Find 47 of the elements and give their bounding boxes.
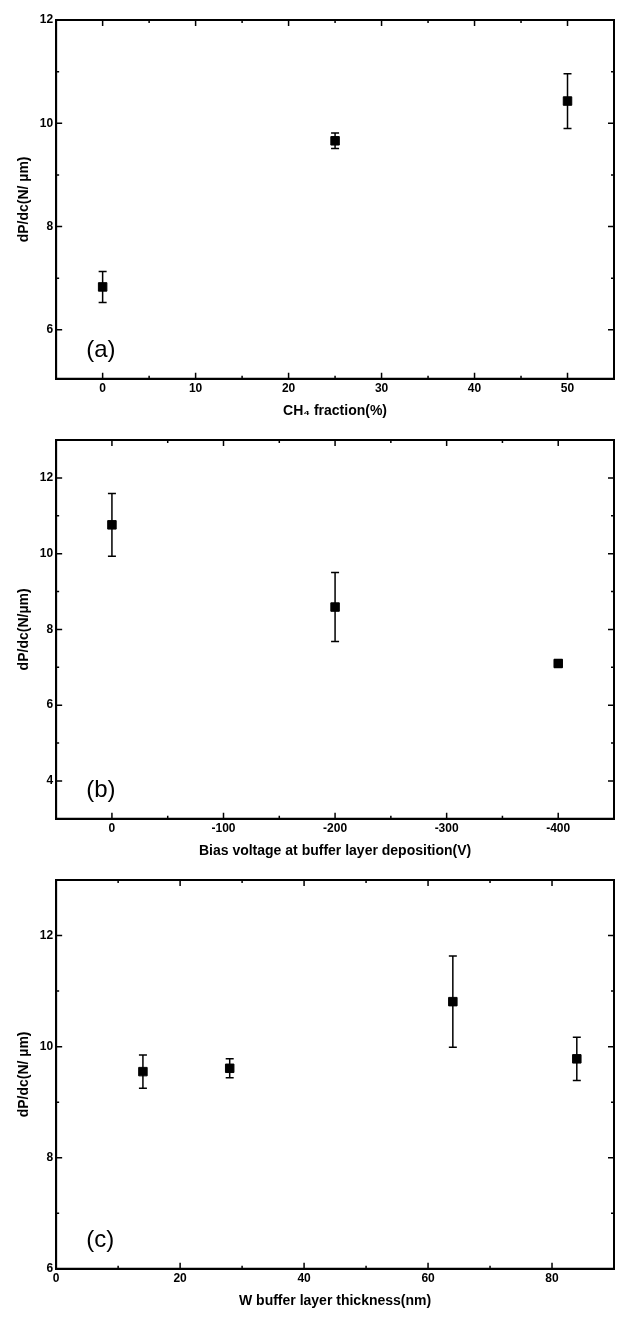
point <box>562 96 573 106</box>
point <box>138 1066 148 1077</box>
x-tick-label: 0 <box>108 821 116 836</box>
x-tick-label: 30 <box>374 381 389 396</box>
annotation: (a) <box>86 334 116 362</box>
y-tick-label: 12 <box>39 12 54 27</box>
x-tick-label: 0 <box>99 381 107 396</box>
y-tick-label: 6 <box>46 322 54 337</box>
x-axis-title: Bias voltage at buffer layer deposition(V) <box>198 842 472 859</box>
y-axis-title: dP/dc(N/µm) <box>15 588 32 671</box>
y-tick-label: 8 <box>46 218 54 233</box>
point <box>224 1063 235 1074</box>
y-tick-label: 10 <box>39 545 54 560</box>
y-tick-label: 8 <box>46 1150 54 1165</box>
x-tick-label: 60 <box>421 1271 436 1286</box>
x-tick-label: -300 <box>434 821 459 836</box>
annotation: (c) <box>86 1224 115 1252</box>
x-tick-label: 80 <box>545 1271 560 1286</box>
y-tick-label: 12 <box>39 927 54 942</box>
x-tick-label: 40 <box>297 1271 312 1286</box>
x-tick-label: 50 <box>560 381 575 396</box>
x-tick-label: -100 <box>211 821 236 836</box>
y-tick-label: 6 <box>46 697 54 712</box>
x-axis-title: CH₄ fraction(%) <box>283 402 388 419</box>
x-tick-label: 10 <box>188 381 203 396</box>
y-axis-title: dP/dc(N/ µm) <box>15 1031 32 1118</box>
x-tick-label: 0 <box>52 1271 60 1286</box>
point <box>448 996 458 1007</box>
y-axis-title: dP/dc(N/ µm) <box>15 156 32 243</box>
x-tick-label: 20 <box>281 381 296 396</box>
x-axis-title: W buffer layer thickness(nm) <box>239 1292 432 1309</box>
point <box>572 1054 582 1064</box>
annotation: (b) <box>86 774 116 802</box>
y-tick-label: 12 <box>39 470 54 485</box>
x-tick-label: 40 <box>467 381 482 396</box>
y-tick-label: 10 <box>39 115 54 130</box>
point <box>330 602 340 612</box>
point <box>107 520 117 530</box>
x-tick-label: 20 <box>173 1271 188 1286</box>
y-tick-label: 6 <box>46 1261 54 1276</box>
y-tick-label: 4 <box>46 773 54 788</box>
x-tick-label: -400 <box>546 821 571 836</box>
point <box>97 282 108 292</box>
x-tick-label: -200 <box>323 821 348 836</box>
point <box>330 136 340 146</box>
y-tick-label: 10 <box>39 1038 54 1053</box>
y-tick-label: 8 <box>46 621 54 636</box>
